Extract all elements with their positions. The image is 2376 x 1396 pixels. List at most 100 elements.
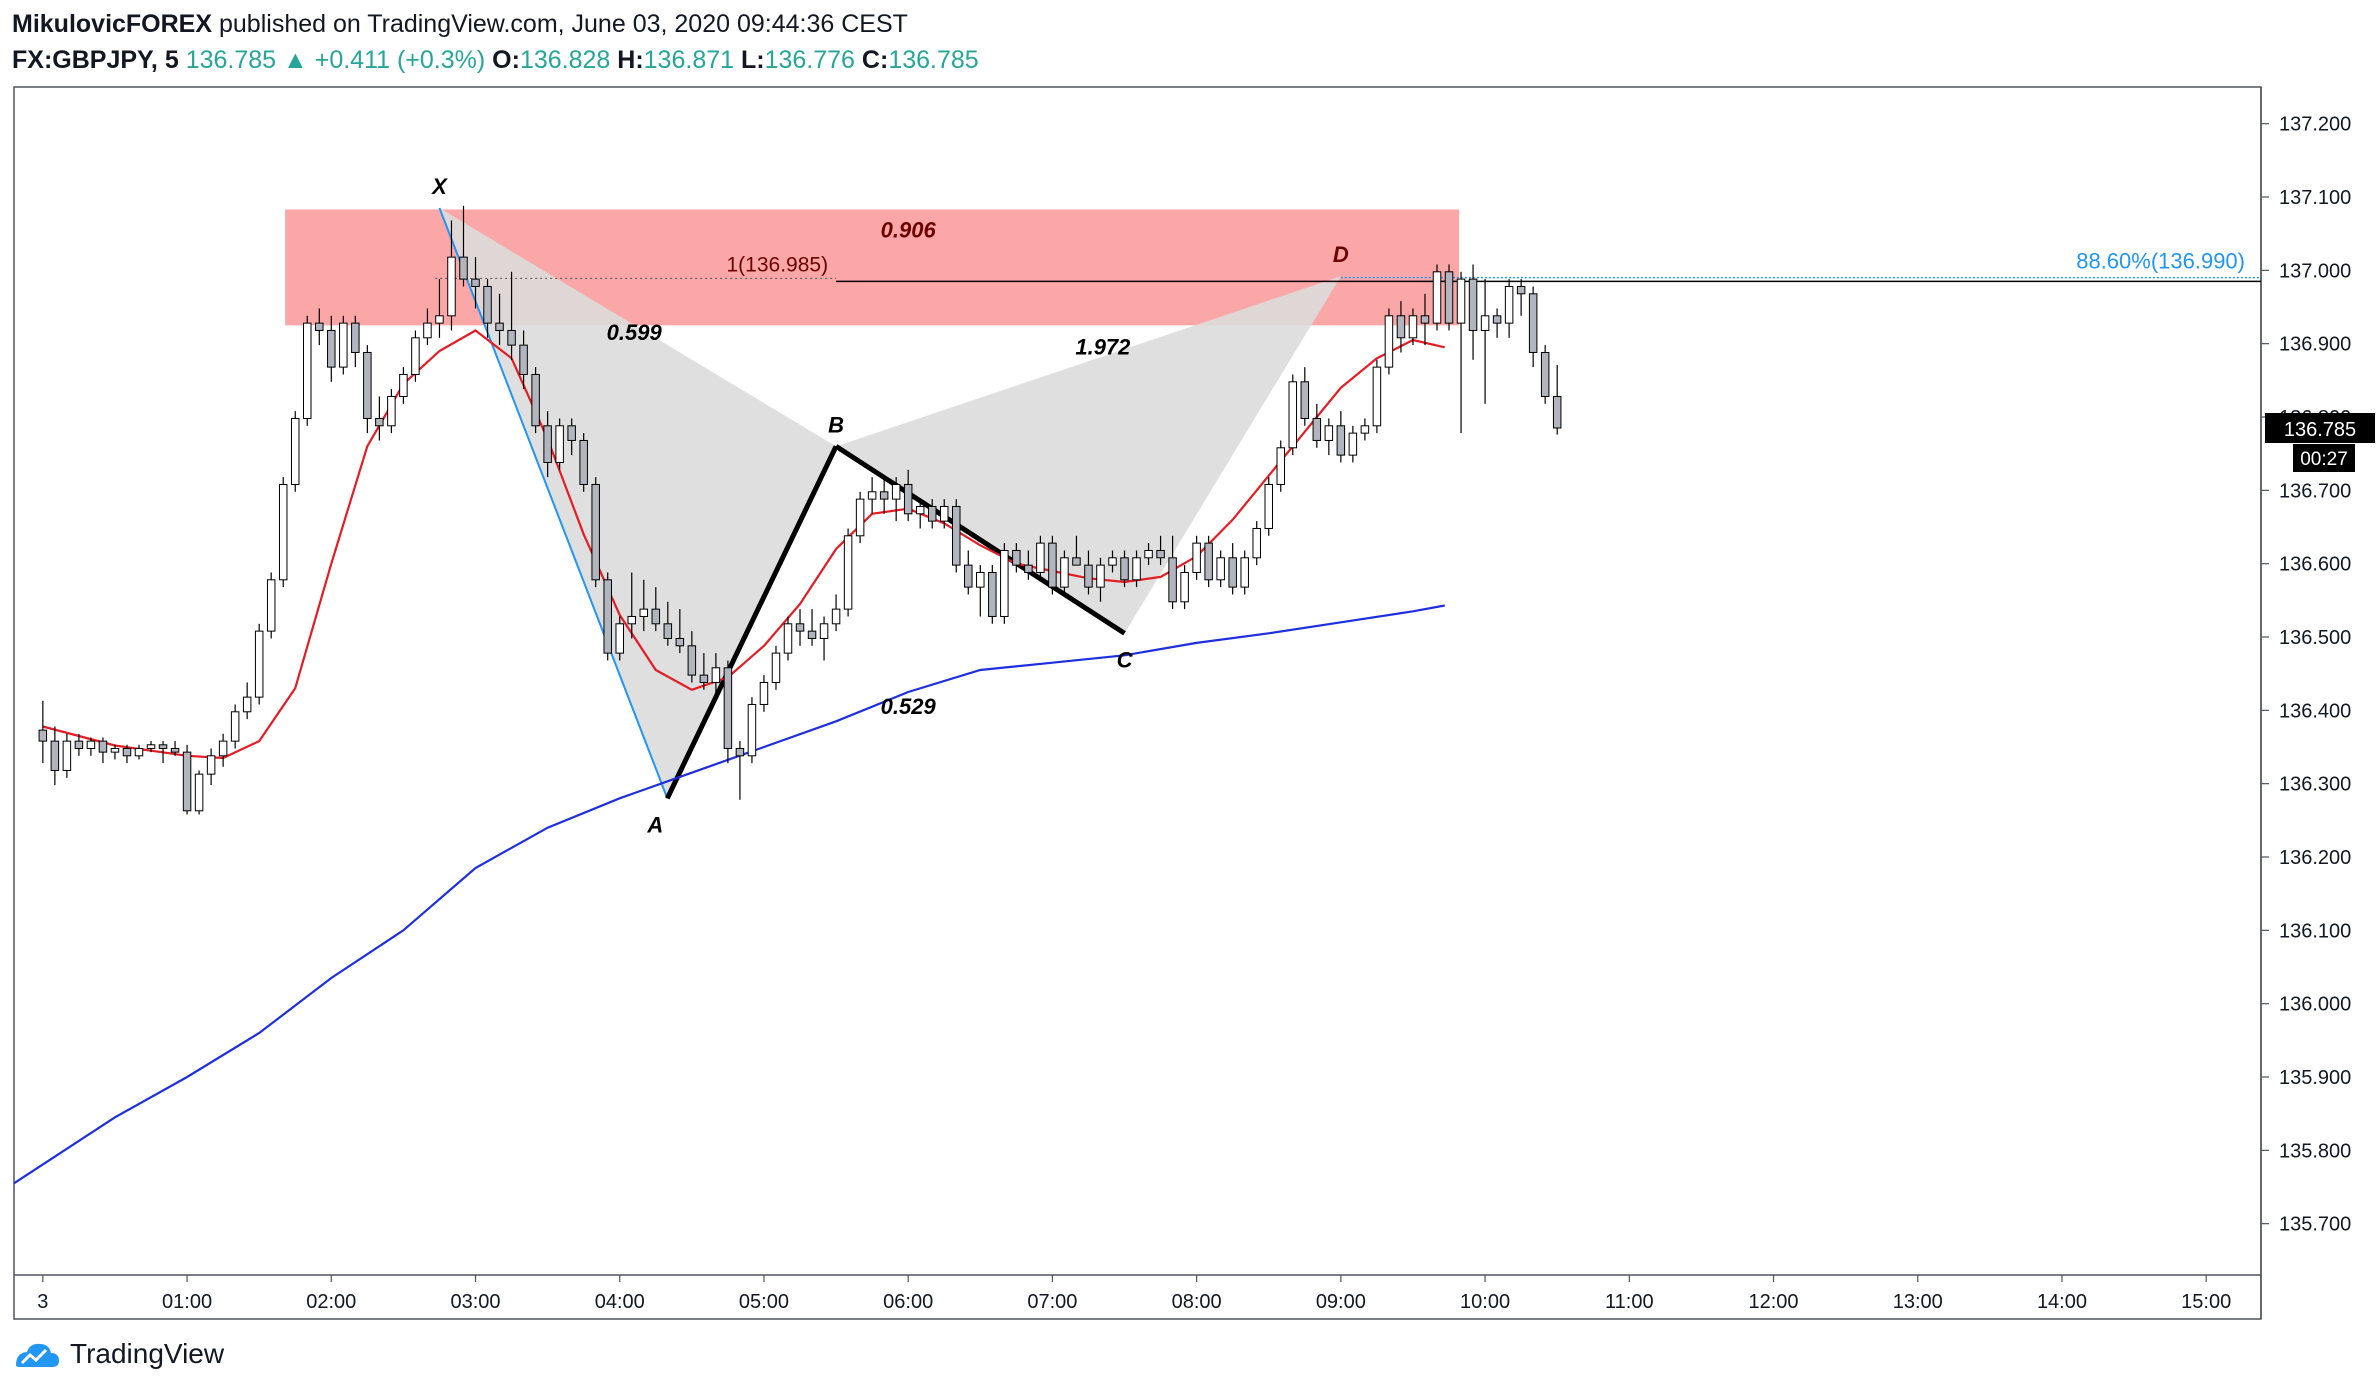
candle-down bbox=[988, 571, 997, 617]
candle-up bbox=[1036, 542, 1045, 573]
candle-up bbox=[110, 747, 120, 753]
pattern-bcd-triangle bbox=[836, 276, 1341, 634]
tradingview-brand[interactable]: TradingView bbox=[70, 1338, 225, 1369]
candle-up bbox=[759, 681, 769, 705]
candle-down bbox=[964, 564, 973, 588]
time-tick-label: 06:00 bbox=[883, 1291, 933, 1313]
candle-down bbox=[122, 747, 132, 757]
candle-up bbox=[1408, 315, 1418, 339]
price-tick-label: 136.300 bbox=[2279, 774, 2351, 796]
candle-down bbox=[483, 285, 492, 324]
candle-down bbox=[38, 729, 48, 742]
candle-up bbox=[206, 755, 216, 775]
time-tick-label: 10:00 bbox=[1460, 1291, 1510, 1313]
candle-up bbox=[254, 630, 264, 698]
candle-up bbox=[1432, 271, 1442, 324]
candle-down bbox=[158, 744, 168, 749]
price-tick-label: 137.200 bbox=[2279, 114, 2351, 136]
author-name[interactable]: MikulovicFOREX bbox=[12, 10, 213, 38]
time-tick-label: 3 bbox=[37, 1291, 48, 1313]
candle-up bbox=[831, 608, 841, 625]
candle-up bbox=[867, 491, 877, 500]
candle-up bbox=[1096, 564, 1105, 588]
candle-up bbox=[1192, 542, 1201, 573]
candle-down bbox=[1336, 425, 1346, 456]
candle-up bbox=[266, 579, 276, 632]
footer-brand: TradingView bbox=[14, 1338, 224, 1370]
candle-up bbox=[423, 322, 432, 339]
price-tick-label: 137.000 bbox=[2279, 260, 2351, 282]
candle-up bbox=[639, 608, 649, 617]
xa-leg-line bbox=[438, 207, 669, 799]
candle-up bbox=[1360, 425, 1370, 434]
point-label-b: B bbox=[828, 412, 844, 437]
candle-down bbox=[519, 344, 528, 375]
candle-down bbox=[543, 425, 552, 463]
price-tick-label: 136.100 bbox=[2279, 920, 2351, 942]
time-tick-label: 12:00 bbox=[1748, 1291, 1798, 1313]
candle-down bbox=[1528, 293, 1538, 353]
candle-up bbox=[1480, 315, 1490, 331]
price-change: +0.411 (+0.3%) bbox=[314, 46, 486, 74]
candle-down bbox=[651, 608, 661, 625]
time-tick-label: 07:00 bbox=[1027, 1291, 1077, 1313]
publish-line: MikulovicFOREX published on TradingView.… bbox=[12, 6, 979, 42]
symbol-label[interactable]: FX:GBPJPY, 5 bbox=[12, 46, 179, 74]
candle-up bbox=[771, 652, 781, 683]
open-label: O: bbox=[492, 46, 520, 74]
time-tick-label: 09:00 bbox=[1316, 1291, 1366, 1313]
candle-up bbox=[819, 623, 829, 639]
candle-down bbox=[663, 623, 673, 639]
tradingview-logo-icon bbox=[16, 1343, 59, 1367]
candle-up bbox=[555, 425, 564, 463]
candle-down bbox=[723, 667, 733, 749]
candle-down bbox=[603, 579, 612, 654]
candle-up bbox=[783, 623, 793, 654]
candle-up bbox=[1504, 285, 1514, 324]
candle-down bbox=[74, 740, 84, 749]
candle-up bbox=[194, 773, 204, 812]
candle-down bbox=[879, 491, 889, 500]
candle-down bbox=[495, 322, 504, 331]
candle-up bbox=[1144, 549, 1153, 559]
candle-down bbox=[98, 740, 108, 753]
price-tick-label: 135.900 bbox=[2279, 1067, 2351, 1089]
candle-up bbox=[939, 505, 949, 522]
high-label: H: bbox=[617, 46, 644, 74]
candle-down bbox=[1168, 557, 1177, 603]
candle-down bbox=[567, 425, 576, 441]
projection-level-label: 1(136.985) bbox=[726, 253, 828, 276]
chart-header: MikulovicFOREX published on TradingView.… bbox=[12, 6, 979, 78]
candle-up bbox=[1132, 557, 1141, 581]
ema-slow-line bbox=[13, 604, 1445, 1185]
candle-up bbox=[747, 703, 757, 757]
candle-down bbox=[1024, 564, 1033, 573]
candle-down bbox=[1012, 549, 1021, 566]
candle-up bbox=[387, 395, 396, 427]
time-tick-label: 04:00 bbox=[595, 1291, 645, 1313]
candle-down bbox=[459, 256, 468, 280]
candle-up bbox=[411, 337, 420, 375]
candle-up bbox=[242, 696, 252, 713]
candle-down bbox=[170, 747, 180, 753]
candle-down bbox=[1492, 315, 1502, 324]
candle-up bbox=[447, 256, 456, 317]
candle-up bbox=[1108, 557, 1117, 566]
ema-fast-line bbox=[42, 329, 1445, 760]
price-tick-label: 136.600 bbox=[2279, 554, 2351, 576]
time-tick-label: 03:00 bbox=[450, 1291, 500, 1313]
ab-leg-line bbox=[665, 445, 839, 800]
candle-down bbox=[1120, 557, 1129, 581]
candle-up bbox=[134, 747, 144, 757]
candle-up bbox=[1348, 432, 1358, 456]
candle-up bbox=[1060, 557, 1069, 588]
candle-down bbox=[363, 351, 372, 419]
ratio-label: 1.972 bbox=[1075, 335, 1131, 360]
candle-up bbox=[891, 483, 901, 500]
candle-up bbox=[339, 322, 348, 368]
candle-up bbox=[1372, 366, 1382, 427]
candle-down bbox=[182, 751, 192, 812]
candle-up bbox=[1264, 483, 1273, 529]
ohlc-line: FX:GBPJPY, 5 136.785 ▲ +0.411 (+0.3%) O:… bbox=[12, 42, 979, 78]
